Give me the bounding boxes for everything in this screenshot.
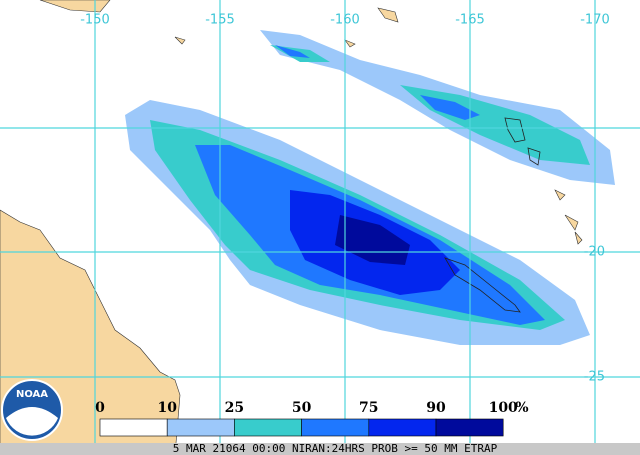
legend-swatch (301, 418, 370, 437)
lon-labels: -150 -155 -160 -165 -170 (80, 13, 610, 28)
noaa-logo: NOAA (1, 379, 63, 441)
legend-label: 90 (426, 400, 446, 416)
footer-bar (0, 443, 640, 455)
legend-label: 25 (225, 400, 244, 416)
legend-label: 10 (157, 400, 177, 416)
legend: 0 10 25 50 75 90 100% (95, 400, 529, 437)
lon-label: -155 (205, 13, 235, 28)
graticule (0, 0, 640, 443)
lon-label: -170 (580, 13, 610, 28)
lon-label: -150 (80, 13, 110, 28)
legend-label: 50 (292, 400, 312, 416)
legend-label: 0 (95, 400, 105, 416)
logo-text: NOAA (16, 389, 48, 400)
legend-swatch (166, 418, 235, 437)
lat-labels: -20 -25 (584, 245, 605, 385)
land-png (39, 0, 111, 13)
precip-field (125, 30, 615, 345)
legend-swatch (99, 418, 168, 437)
legend-swatch (435, 418, 504, 437)
lon-label: -165 (455, 13, 485, 28)
footer-text: 5 MAR 21064 00:00 NIRAN:24HRS PROB >= 50… (173, 442, 498, 455)
legend-label: 75 (359, 400, 378, 416)
lon-label: -160 (330, 13, 360, 28)
lat-label: -20 (584, 245, 605, 260)
legend-swatch (234, 418, 302, 437)
lat-label: -25 (584, 370, 605, 385)
legend-swatch (368, 418, 437, 437)
legend-label: 100 (489, 400, 518, 416)
legend-unit: % (515, 400, 528, 416)
